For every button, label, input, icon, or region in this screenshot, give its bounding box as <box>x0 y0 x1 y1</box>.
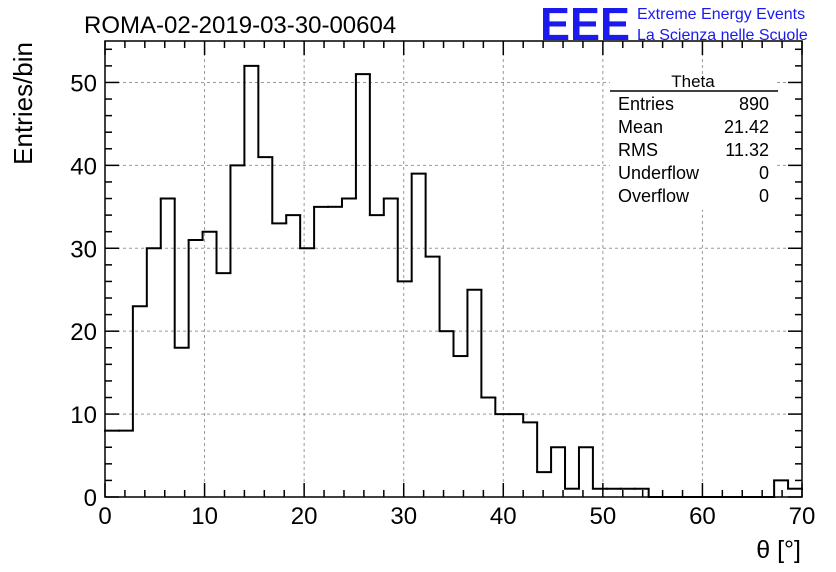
y-tick-label: 50 <box>70 70 97 97</box>
stats-box: Theta Entries 890 Mean 21.42 RMS 11.32 Underfl… <box>610 72 778 210</box>
logo-line-2: La Scienza nelle Scuole <box>637 27 808 44</box>
stats-row-label: Mean <box>618 117 663 137</box>
x-tick-label: 20 <box>291 503 318 530</box>
axis-ticks <box>104 41 803 498</box>
stats-box-background <box>610 74 776 210</box>
stats-row-value: 0 <box>759 163 769 183</box>
plot-frame <box>104 40 803 498</box>
x-tick-label: 10 <box>191 503 218 530</box>
stats-row-value: 21.42 <box>724 117 769 137</box>
x-tick-label: 40 <box>490 503 517 530</box>
y-tick-label: 40 <box>70 153 97 180</box>
tick-labels: 0 10 20 30 40 50 60 70 0 10 20 30 40 50 <box>70 70 815 530</box>
y-tick-label: 30 <box>70 236 97 263</box>
stats-row-value: 11.32 <box>725 140 769 160</box>
eee-logo: EEE <box>540 0 630 50</box>
stats-row-value: 0 <box>759 186 769 206</box>
logo-line-1: Extreme Energy Events <box>637 6 805 23</box>
stats-row-label: Underflow <box>618 163 700 183</box>
x-tick-label: 50 <box>590 503 617 530</box>
x-tick-label: 30 <box>390 503 417 530</box>
y-tick-label: 10 <box>70 402 97 429</box>
stats-row-label: RMS <box>618 140 658 160</box>
stats-row-label: Entries <box>618 94 674 114</box>
x-tick-label: 60 <box>689 503 716 530</box>
run-title: ROMA-02-2019-03-30-00604 <box>84 12 396 39</box>
x-tick-label: 70 <box>789 503 816 530</box>
y-tick-label: 0 <box>84 485 97 512</box>
stats-row-label: Overflow <box>618 186 690 206</box>
y-axis-title: Entries/bin <box>8 42 38 165</box>
stats-row-value: 890 <box>739 94 769 114</box>
stats-box-title: Theta <box>671 72 715 91</box>
x-tick-label: 0 <box>98 503 111 530</box>
x-axis-title: θ [°] <box>756 536 801 564</box>
stats-box-rows: Entries 890 Mean 21.42 RMS 11.32 Underflow 0 Ove… <box>618 94 769 206</box>
y-tick-label: 20 <box>70 319 97 346</box>
